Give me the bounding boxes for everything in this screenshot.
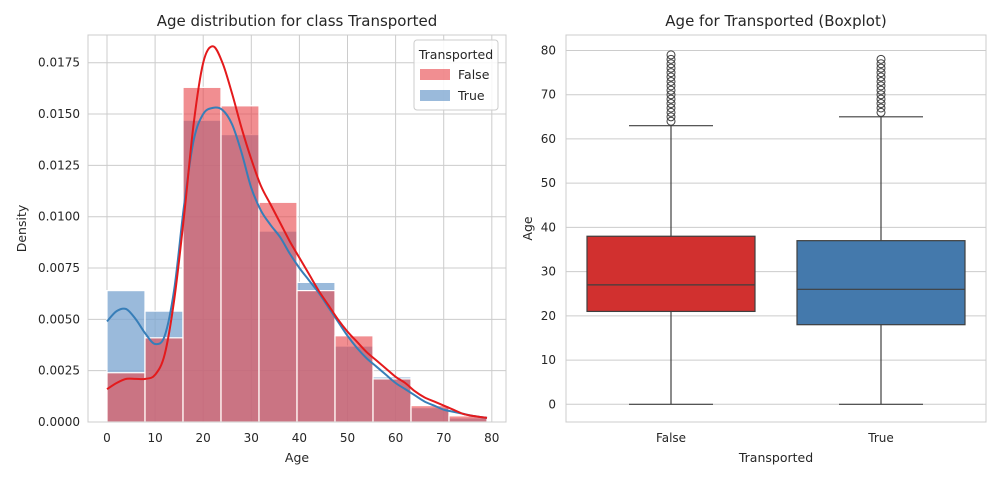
histogram-y-tick-label: 0.0100: [38, 210, 80, 224]
boxplot-outlier-false: [666, 68, 676, 78]
boxplot-outlier-false: [666, 90, 676, 100]
histogram-y-tick-label: 0.0150: [38, 107, 80, 121]
boxplot-outlier-true: [876, 99, 886, 109]
histogram-y-tick-label: 0.0175: [38, 56, 80, 70]
histogram-x-tick-label: 40: [292, 431, 307, 445]
boxplot-outlier-false: [666, 116, 676, 126]
boxplot-outlier-true: [876, 59, 886, 69]
boxplot-outlier-false: [666, 50, 676, 60]
histogram-bar-false: [296, 290, 336, 423]
boxplot-outlier-false: [666, 81, 676, 91]
histogram-y-axis-label: Density: [14, 204, 29, 252]
histogram-x-tick-label: 30: [244, 431, 259, 445]
boxplot-y-tick-label: 30: [541, 265, 556, 279]
boxplot-y-ticks: 0 10 20 30 40 50 60 70 80: [541, 43, 556, 411]
boxplot-box-true: [796, 240, 966, 326]
boxplot-y-tick-label: 50: [541, 176, 556, 190]
boxplot-outlier-false: [666, 76, 676, 86]
legend-swatch-false: [420, 69, 450, 80]
histogram-bar-false: [182, 86, 222, 423]
boxplot-outlier-true: [876, 94, 886, 104]
boxplot-outlier-false: [666, 54, 676, 64]
histogram-x-tick-label: 70: [436, 431, 451, 445]
boxplot-y-tick-label: 0: [548, 397, 556, 411]
histogram-x-tick-label: 50: [340, 431, 355, 445]
histogram-y-tick-label: 0.0125: [38, 158, 80, 172]
boxplot-outlier-true: [876, 63, 886, 73]
boxplot-outlier-true: [876, 54, 886, 64]
boxplot-x-ticks: False True: [656, 431, 894, 445]
histogram-bar-false: [258, 201, 298, 423]
boxplot-outlier-true: [876, 85, 886, 95]
histogram-x-tick-label: 60: [388, 431, 403, 445]
boxplot-x-tick-label: False: [656, 431, 686, 445]
histogram-x-tick-label: 80: [484, 431, 499, 445]
boxplot-outlier-true: [876, 81, 886, 91]
boxplot-x-axis-label: Transported: [738, 450, 813, 465]
histogram-title: Age distribution for class Transported: [157, 12, 438, 30]
boxplot-x-tick-label: True: [867, 431, 894, 445]
boxplot-y-tick-label: 10: [541, 353, 556, 367]
histogram-bar-false: [410, 404, 450, 423]
boxplot-box-false: [586, 235, 756, 313]
histogram-bar-false: [334, 335, 374, 423]
boxplot-outlier-true: [876, 103, 886, 113]
boxplot-plot-frame: [565, 34, 987, 423]
histogram-x-axis-label: Age: [285, 450, 309, 465]
legend-title: Transported: [418, 47, 493, 62]
boxplot-outlier-false: [666, 107, 676, 117]
histogram-x-tick-label: 0: [103, 431, 111, 445]
boxplot-outlier-false: [666, 63, 676, 73]
boxplot-chart: False True 0 10 20 30 40 50 60 70 80 Age for Tran…: [520, 12, 987, 465]
histogram-bar-false: [106, 372, 146, 423]
boxplot-y-tick-label: 70: [541, 88, 556, 102]
histogram-x-tick-label: 20: [196, 431, 211, 445]
boxplot-outlier-true: [876, 107, 886, 117]
legend-swatch-true: [420, 90, 450, 101]
histogram-x-tick-label: 10: [147, 431, 162, 445]
histogram-bar-false: [144, 337, 184, 423]
histogram-y-tick-label: 0.0000: [38, 415, 80, 429]
boxplot-y-tick-label: 80: [541, 43, 556, 57]
boxplot-outlier-false: [666, 59, 676, 69]
boxplot-outlier-false: [666, 103, 676, 113]
boxplot-outlier-true: [876, 76, 886, 86]
boxplot-outlier-false: [666, 85, 676, 95]
histogram-y-ticks: 0.0000 0.0025 0.0050 0.0075 0.0100 0.0125 0.01…: [38, 56, 80, 429]
histogram-y-tick-label: 0.0050: [38, 312, 80, 326]
boxplot-title: Age for Transported (Boxplot): [665, 12, 886, 30]
kde-line-false: [106, 45, 488, 419]
legend-label-false: False: [458, 67, 490, 82]
histogram-bar-false: [220, 105, 260, 423]
boxplot-outlier-true: [876, 72, 886, 82]
histogram-bar-false: [372, 378, 412, 423]
histogram-kde-lines: [106, 45, 488, 419]
boxplot-outlier-false: [666, 72, 676, 82]
boxplot-outlier-false: [666, 94, 676, 104]
legend-label-true: True: [457, 88, 485, 103]
histogram-x-ticks: 0 10 20 30 40 50 60 70 80: [103, 431, 499, 445]
histogram-y-tick-label: 0.0075: [38, 261, 80, 275]
boxplot-outlier-true: [876, 68, 886, 78]
boxplot-y-tick-label: 40: [541, 220, 556, 234]
boxplot-outlier-false: [666, 112, 676, 122]
boxplot-y-tick-label: 20: [541, 309, 556, 323]
boxplot-outlier-true: [876, 90, 886, 100]
boxplot-y-tick-label: 60: [541, 132, 556, 146]
histogram-plot-frame: [87, 34, 507, 423]
histogram-legend: Transported False True: [413, 39, 499, 111]
boxplot-boxes: [586, 50, 966, 405]
histogram-chart: 0 10 20 30 40 50 60 70 80 0.00000.00250.00500.00…: [14, 12, 507, 465]
kde-line-true: [106, 106, 488, 419]
boxplot-y-axis-label: Age: [520, 216, 535, 240]
boxplot-outlier-false: [666, 99, 676, 109]
histogram-y-tick-label: 0.0025: [38, 364, 80, 378]
